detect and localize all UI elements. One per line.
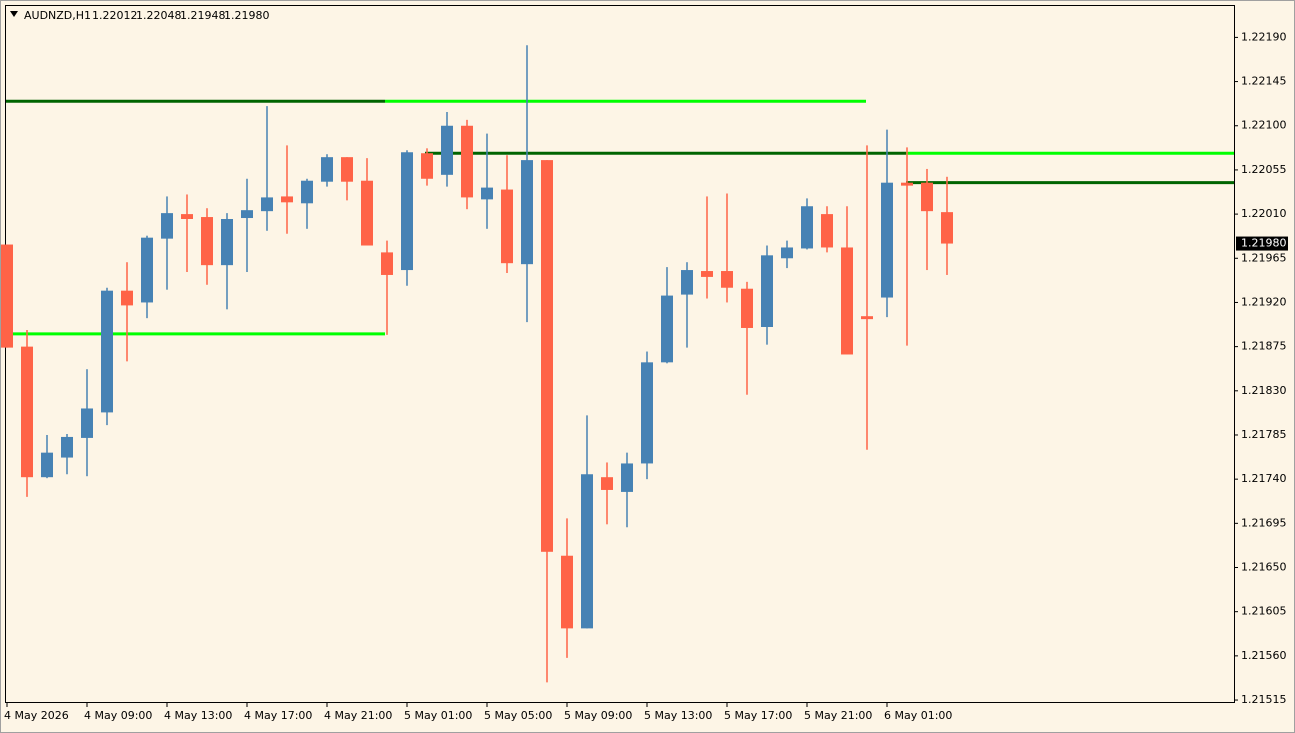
candle-body (501, 189, 513, 264)
candle-body (661, 295, 673, 363)
x-tick-label: 5 May 13:00 (644, 709, 712, 722)
symbol: AUDNZD,H1 (24, 9, 91, 22)
x-tick-label: 4 May 09:00 (84, 709, 152, 722)
candle-body (301, 180, 313, 204)
candle-body (181, 214, 193, 220)
candle-body (381, 252, 393, 275)
candle-body (361, 180, 373, 246)
x-tick-label: 5 May 01:00 (404, 709, 472, 722)
candle-body (61, 436, 73, 458)
candle-body (581, 474, 593, 629)
candle-body (41, 452, 53, 478)
menu-arrow[interactable] (10, 11, 18, 17)
candle-body (881, 182, 893, 298)
candle-body (201, 217, 213, 266)
candle-body (281, 196, 293, 203)
x-tick-label: 5 May 17:00 (724, 709, 792, 722)
candle-body (401, 152, 413, 271)
y-tick-label: 1.21830 (1241, 384, 1287, 397)
x-tick-label: 5 May 09:00 (564, 709, 632, 722)
candle-body (821, 214, 833, 248)
plot-border (5, 5, 1235, 703)
y-tick-label: 1.21650 (1241, 561, 1287, 574)
candle-body (341, 157, 353, 182)
candle-body (841, 247, 853, 355)
y-tick-label: 1.22100 (1241, 119, 1287, 132)
candle-body (741, 288, 753, 328)
candle-body (241, 210, 253, 219)
price-marker-label: 1.21980 (1241, 237, 1287, 250)
candle-body (461, 125, 473, 198)
quote-low: 1.21948 (180, 9, 226, 22)
y-tick-label: 1.21875 (1241, 340, 1287, 353)
x-tick-label: 4 May 13:00 (164, 709, 232, 722)
candle-body (121, 290, 133, 306)
candle-body (81, 408, 93, 438)
candle-body (861, 316, 873, 320)
y-tick-label: 1.22190 (1241, 30, 1287, 43)
candle-body (441, 125, 453, 175)
candle-body (141, 237, 153, 303)
candle-body (601, 477, 613, 490)
candle-body (521, 160, 533, 265)
candle-body (801, 206, 813, 249)
candle-body (21, 346, 33, 478)
y-tick-label: 1.21740 (1241, 472, 1287, 485)
candle-body (541, 160, 553, 552)
candle-body (421, 153, 433, 179)
y-tick-label: 1.21965 (1241, 251, 1287, 264)
candle-body (761, 255, 773, 327)
y-tick-label: 1.21605 (1241, 605, 1287, 618)
candle-body (681, 270, 693, 295)
candle-body (321, 157, 333, 182)
y-tick-label: 1.22055 (1241, 163, 1287, 176)
x-tick-label: 5 May 05:00 (484, 709, 552, 722)
y-tick-label: 1.22145 (1241, 75, 1287, 88)
price-marker (1236, 236, 1288, 251)
candle-body (781, 247, 793, 259)
candle-body (921, 182, 933, 212)
y-tick-label: 1.21560 (1241, 649, 1287, 662)
x-tick-label: 4 May 2026 (4, 709, 69, 722)
y-tick-label: 1.21695 (1241, 516, 1287, 529)
candle-body (481, 187, 493, 200)
quote-high: 1.22048 (136, 9, 182, 22)
y-tick-label: 1.21515 (1241, 693, 1287, 706)
candle-body (161, 213, 173, 239)
candle-body (901, 182, 913, 186)
x-tick-label: 6 May 01:00 (884, 709, 952, 722)
candle-body (561, 555, 573, 629)
y-tick-label: 1.22010 (1241, 207, 1287, 220)
candle-body (261, 197, 273, 212)
x-tick-label: 4 May 21:00 (324, 709, 392, 722)
candle-body (641, 362, 653, 464)
candle-body (221, 219, 233, 266)
x-tick-label: 4 May 17:00 (244, 709, 312, 722)
x-tick-label: 5 May 21:00 (804, 709, 872, 722)
y-tick-label: 1.21785 (1241, 428, 1287, 441)
candle-body (721, 271, 733, 288)
quote-close: 1.21980 (224, 9, 270, 22)
candle-body (101, 290, 113, 413)
candle-body (941, 212, 953, 244)
candle-body (701, 271, 713, 277)
y-tick-label: 1.21920 (1241, 295, 1287, 308)
quote-open: 1.22012 (92, 9, 138, 22)
candle-body (1, 244, 13, 348)
candle-body (621, 463, 633, 492)
